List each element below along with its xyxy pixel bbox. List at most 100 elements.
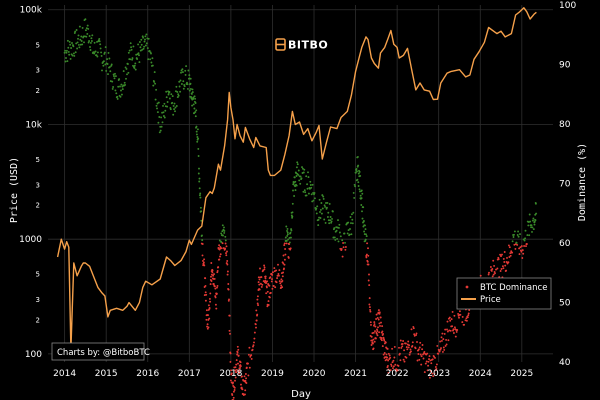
dominance-point <box>313 197 316 200</box>
dominance-point <box>350 222 352 225</box>
dominance-point <box>154 98 157 101</box>
dominance-point <box>309 184 312 186</box>
y-left-minor-tick-label: 2 <box>36 202 40 210</box>
dominance-point <box>321 207 324 210</box>
dominance-point <box>403 360 406 363</box>
dominance-point <box>232 381 234 384</box>
dominance-point <box>332 236 335 239</box>
x-axis-label: Day <box>291 389 311 400</box>
dominance-point <box>248 366 251 369</box>
dominance-point <box>322 195 325 198</box>
dominance-point <box>277 263 279 266</box>
dominance-point <box>401 342 404 345</box>
dominance-point <box>517 235 520 238</box>
dominance-point <box>491 268 494 270</box>
dominance-point <box>292 183 295 186</box>
dominance-point <box>253 331 256 334</box>
dominance-point <box>194 115 197 118</box>
dominance-point <box>347 229 350 232</box>
dominance-point <box>196 128 199 131</box>
dominance-point <box>162 104 164 107</box>
dominance-point <box>177 93 180 96</box>
dominance-point <box>364 224 366 227</box>
dominance-point <box>337 240 340 243</box>
dominance-point <box>98 40 101 43</box>
dominance-point <box>103 51 106 54</box>
dominance-point <box>448 316 451 319</box>
dominance-point <box>195 125 198 128</box>
dominance-point <box>313 192 316 194</box>
dominance-point <box>291 202 294 205</box>
dominance-point <box>122 70 125 73</box>
dominance-point <box>145 42 148 45</box>
dominance-point <box>415 334 418 336</box>
dominance-point <box>229 332 231 335</box>
dominance-point <box>201 234 203 237</box>
dominance-point <box>507 261 510 264</box>
dominance-point <box>63 51 66 54</box>
dominance-point <box>236 351 239 354</box>
dominance-point <box>520 250 523 253</box>
dominance-point <box>197 172 200 175</box>
dominance-point <box>79 38 82 41</box>
dominance-point <box>287 238 290 241</box>
dominance-point <box>166 105 169 108</box>
dominance-point <box>362 219 365 222</box>
dominance-point <box>368 284 371 287</box>
dominance-point <box>436 344 439 347</box>
dominance-point <box>333 227 336 230</box>
dominance-point <box>508 256 511 258</box>
dominance-point <box>80 40 83 42</box>
dominance-point <box>453 326 456 329</box>
dominance-point <box>193 95 196 98</box>
dominance-point <box>528 234 531 237</box>
dominance-point <box>265 286 268 289</box>
dominance-point <box>161 121 164 124</box>
dominance-point <box>197 147 200 150</box>
dominance-point <box>446 320 449 323</box>
dominance-point <box>118 78 121 81</box>
dominance-point <box>525 245 527 248</box>
dominance-point <box>199 206 202 209</box>
dominance-point <box>225 262 228 265</box>
dominance-point <box>134 62 137 65</box>
dominance-point <box>205 293 208 296</box>
dominance-point <box>222 234 224 237</box>
dominance-point <box>356 155 359 158</box>
dominance-point <box>495 268 497 271</box>
dominance-point <box>90 37 93 40</box>
dominance-point <box>519 233 521 236</box>
dominance-point <box>117 85 120 88</box>
dominance-point <box>328 222 331 225</box>
dominance-point <box>381 345 384 348</box>
dominance-point <box>520 245 523 248</box>
dominance-point <box>378 331 381 334</box>
credit-box: Charts by: @BitboBTC <box>51 342 150 361</box>
dominance-point <box>90 40 93 42</box>
dominance-point <box>210 280 213 282</box>
dominance-point <box>307 171 309 174</box>
dominance-point <box>310 186 313 189</box>
dominance-point <box>283 242 286 245</box>
dominance-point <box>235 359 238 362</box>
dominance-point <box>219 253 222 256</box>
dominance-point <box>534 202 537 205</box>
dominance-point <box>402 340 405 342</box>
dominance-point <box>285 242 288 245</box>
dominance-point <box>110 63 113 66</box>
dominance-point <box>120 93 123 96</box>
dominance-point <box>297 169 300 172</box>
dominance-point <box>370 344 373 346</box>
dominance-point <box>358 170 361 173</box>
dominance-point <box>236 353 239 356</box>
dominance-point <box>357 164 360 167</box>
dominance-point <box>74 51 77 54</box>
dominance-point <box>424 362 427 365</box>
dominance-point <box>337 226 340 229</box>
dominance-point <box>165 90 168 93</box>
dominance-point <box>93 41 96 44</box>
dominance-point <box>502 257 505 260</box>
dominance-point <box>365 253 368 256</box>
dominance-point <box>173 108 176 111</box>
